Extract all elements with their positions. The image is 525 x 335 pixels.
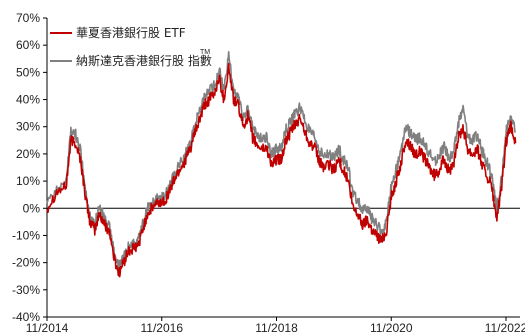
y-tick-label: 60%	[16, 38, 40, 52]
y-tick-label: -20%	[12, 256, 40, 270]
y-tick-label: 70%	[16, 11, 40, 25]
y-tick-label: 30%	[16, 120, 40, 134]
y-tick-label: -10%	[12, 228, 40, 242]
x-tick-label: 11/2016	[141, 321, 184, 335]
legend-label-etf: 華夏香港銀行股 ETF	[76, 26, 186, 40]
x-tick-label: 11/2018	[255, 321, 298, 335]
legend: 華夏香港銀行股 ETF 納斯達克香港銀行股 指數 TM	[50, 26, 212, 68]
x-axis: 11/2014 11/2016 11/2018 11/2020 11/2022	[26, 207, 525, 335]
series-line-etf	[46, 62, 517, 278]
y-tick-label: 10%	[16, 174, 40, 188]
x-tick-label: 11/2020	[370, 321, 413, 335]
y-tick-label: 50%	[16, 65, 40, 79]
y-axis: -40% -30% -20% -10% 0% 10% 20% 30% 40% 50% 60% 70%	[12, 11, 48, 324]
series-layer	[46, 51, 517, 278]
y-tick-label: -40%	[12, 310, 40, 324]
legend-trademark-mark: TM	[200, 49, 210, 56]
y-tick-label: 20%	[16, 147, 40, 161]
y-tick-label: -30%	[12, 283, 40, 297]
y-tick-label: 0%	[23, 201, 41, 215]
x-tick-label: 11/2014	[26, 321, 69, 335]
y-tick-label: 40%	[16, 93, 40, 107]
x-tick-label: 11/2022	[485, 321, 525, 335]
legend-label-index: 納斯達克香港銀行股 指數	[76, 53, 212, 68]
